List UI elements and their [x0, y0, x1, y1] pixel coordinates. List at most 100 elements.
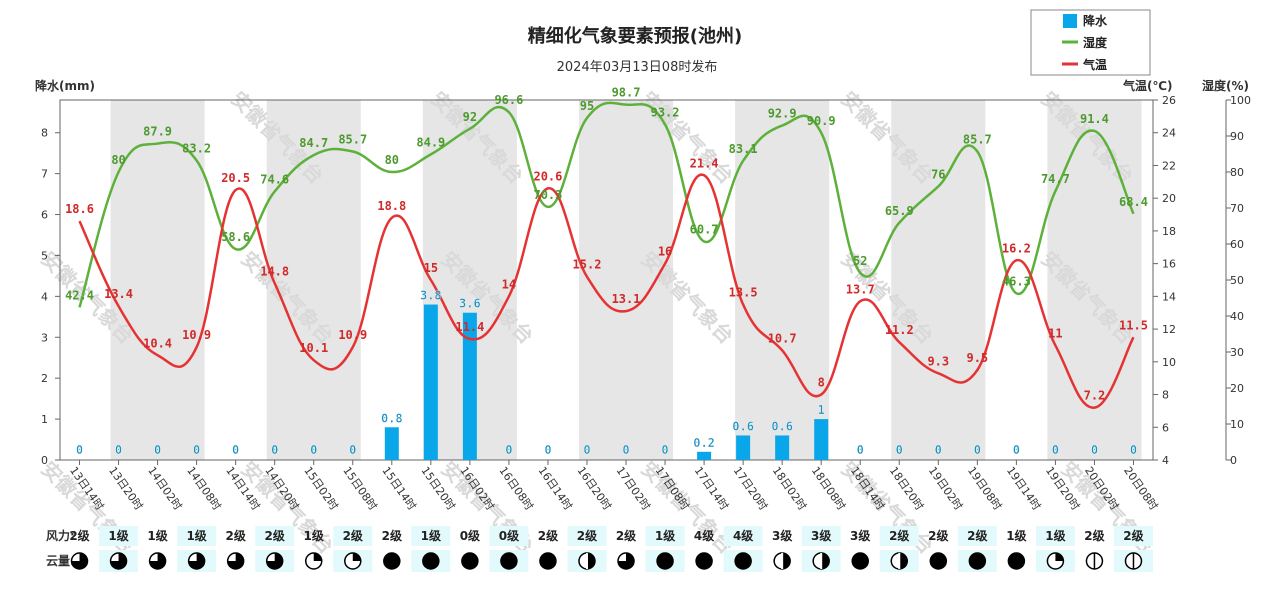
x-tick-label: 20日08时 — [1121, 464, 1160, 512]
cloud-cover-icon — [70, 552, 89, 570]
wind-row: 风力: 2级 1级 1级 1级 2级 2级 1级 2级 2级 1级 0级 0级 2级 2级 2级 1级 4级 4级… — [46, 526, 1153, 546]
cloud-cover-icon — [656, 552, 674, 570]
temperature-value-label: 11.5 — [1119, 318, 1148, 332]
cloud-cover-icon — [968, 552, 987, 570]
cloud-cover-icon — [773, 552, 791, 570]
wind-value: 2级 — [889, 528, 909, 543]
precip-value-label: 0 — [583, 443, 590, 457]
wind-cell-bg — [723, 526, 763, 546]
precip-value-label: 0 — [1013, 443, 1020, 457]
cloud-cover-icon — [539, 552, 557, 570]
cloud-cover-icon — [617, 552, 635, 570]
night-band — [735, 100, 830, 460]
temperature-value-label: 20.6 — [533, 169, 562, 183]
cloud-cover-icon — [1046, 552, 1065, 570]
humidity-value-label: 60.7 — [690, 222, 719, 236]
precip-tick-label: 0 — [41, 454, 48, 467]
wind-value: 1级 — [108, 528, 128, 543]
humidity-value-label: 98.7 — [612, 86, 641, 100]
wind-cell-bg — [99, 526, 139, 546]
temperature-value-label: 9.3 — [927, 354, 949, 368]
wind-value: 2级 — [577, 528, 597, 543]
temperature-value-label: 9.5 — [966, 351, 988, 365]
temperature-value-label: 11.2 — [885, 323, 914, 337]
x-tick-label: 19日08时 — [965, 464, 1004, 512]
temp-axis: 4 6 8 10 12 14 16 18 20 22 24 26 — [1153, 94, 1176, 467]
wind-value: 2级 — [382, 528, 402, 543]
night-band — [578, 100, 674, 460]
temperature-value-label: 10.7 — [768, 331, 797, 345]
cloud-cover-icon — [1124, 552, 1143, 570]
temp-tick-label: 22 — [1162, 159, 1176, 172]
precip-value-label: 0.6 — [771, 419, 793, 433]
x-tick-label: 14日02时 — [145, 464, 184, 512]
temp-tick-label: 10 — [1162, 356, 1176, 369]
temperature-value-label: 13.4 — [104, 287, 133, 301]
humidity-value-label: 84.7 — [299, 136, 328, 150]
temp-tick-label: 14 — [1162, 290, 1176, 303]
temperature-value-label: 14.8 — [260, 264, 289, 278]
precip-value-label: 0 — [935, 443, 942, 457]
wind-cell-bg — [1113, 526, 1153, 546]
cloud-cover-icon — [304, 552, 323, 570]
humidity-value-label: 87.9 — [143, 125, 172, 139]
wind-value: 3级 — [850, 528, 870, 543]
humidity-value-label: 80 — [111, 153, 125, 167]
precip-tick-label: 3 — [41, 331, 48, 344]
humidity-value-label: 83.2 — [182, 141, 211, 155]
humidity-value-label: 46.3 — [1002, 274, 1031, 288]
precip-value-label: 0 — [115, 443, 122, 457]
humidity-value-label: 74.6 — [260, 172, 289, 186]
humidity-axis: 0 10 20 30 40 50 60 70 80 90 100 — [1225, 94, 1251, 467]
temperature-value-label: 15.2 — [573, 258, 602, 272]
precip-tick-label: 5 — [41, 249, 48, 262]
precip-value-label: 0 — [622, 443, 629, 457]
precip-value-label: 0 — [154, 443, 161, 457]
wind-value: 2级 — [967, 528, 987, 543]
cloud-cover-icon — [265, 552, 284, 570]
legend-precip-label: 降水 — [1083, 13, 1108, 28]
temperature-value-label: 11 — [1048, 326, 1062, 340]
cloud-cover-icon — [890, 552, 909, 570]
plot-border — [59, 99, 1154, 461]
humidity-value-label: 85.7 — [338, 132, 367, 146]
temperature-value-label: 13.7 — [846, 282, 875, 296]
wind-cell-bg — [489, 526, 529, 546]
legend-precip-swatch — [1063, 14, 1077, 28]
humidity-value-label: 80 — [385, 153, 399, 167]
wind-value: 2级 — [538, 528, 558, 543]
cloud-row: 云量: — [46, 550, 1153, 572]
precip-bar — [462, 312, 477, 460]
precip-axis: 0 1 2 3 4 5 6 7 8 — [41, 127, 60, 467]
temperature-value-label: 13.1 — [612, 292, 641, 306]
temp-tick-label: 8 — [1162, 389, 1169, 402]
temp-tick-label: 20 — [1162, 192, 1176, 205]
temperature-value-label: 18.6 — [65, 202, 94, 216]
chart-subtitle: 2024年03月13日08时发布 — [557, 59, 718, 75]
precip-tick-label: 7 — [41, 168, 48, 181]
x-tick-label: 15日08时 — [340, 464, 379, 512]
humidity-value-label: 96.6 — [494, 93, 523, 107]
wind-row-label: 风力: — [46, 528, 75, 543]
night-band — [266, 100, 361, 460]
precip-value-label: 0 — [310, 443, 317, 457]
data-labels: 0 0 0 0 0 0 0 0 0.8 3.8 3.6 0 0 0 0 0 0.2 0.6 0.6 1 0 0 0 0 0 0 0 0… — [65, 86, 1148, 457]
humidity-value-label: 85.7 — [963, 132, 992, 146]
cloud-cover-icon — [500, 552, 518, 570]
humidity-tick-label: 70 — [1230, 202, 1244, 215]
x-tick-label: 19日14时 — [1004, 464, 1043, 512]
cloud-cover-icon — [383, 552, 401, 570]
humidity-value-label: 92 — [463, 110, 477, 124]
precip-value-label: 0 — [974, 443, 981, 457]
humidity-tick-label: 60 — [1230, 238, 1244, 251]
cloud-cover-icon — [578, 552, 596, 570]
temp-tick-label: 24 — [1162, 127, 1176, 140]
precip-value-label: 0 — [1091, 443, 1098, 457]
precip-tick-label: 6 — [41, 209, 48, 222]
humidity-value-label: 76 — [931, 167, 945, 181]
x-tick-label: 13日20时 — [106, 464, 145, 512]
wind-cell-bg — [333, 526, 373, 546]
precip-value-label: 0 — [271, 443, 278, 457]
cloud-cover-icon — [344, 552, 362, 570]
